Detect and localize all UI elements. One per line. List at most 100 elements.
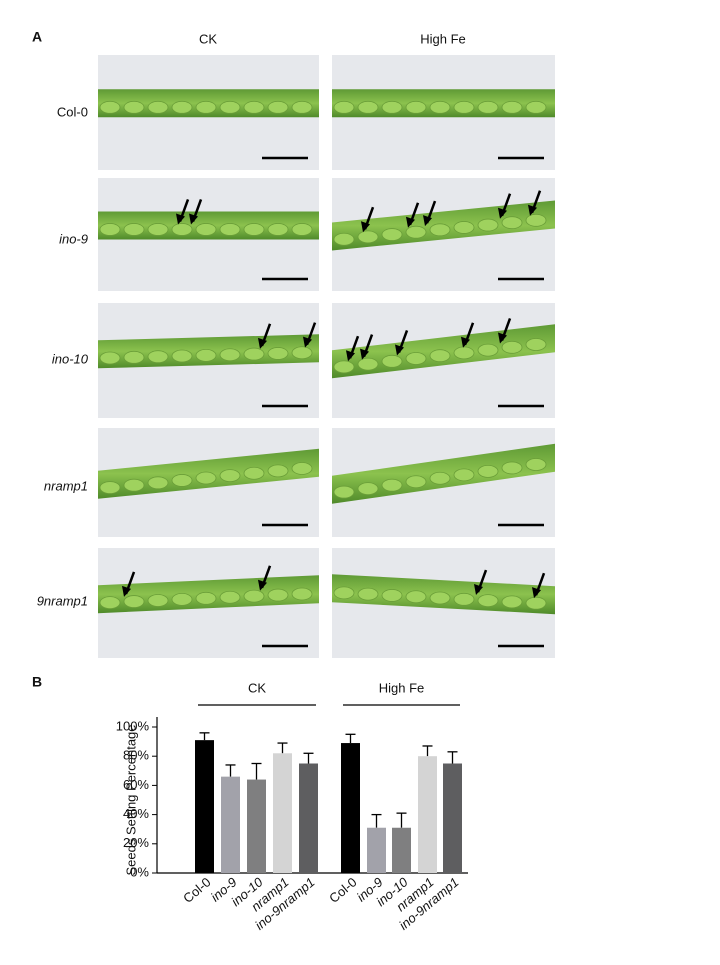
seed [267,464,289,478]
seed [501,595,523,609]
seed [171,223,193,236]
arrow-head [258,337,267,349]
seed [219,100,241,114]
column-header: High Fe [420,31,466,46]
seed [333,232,355,246]
y-tick-label: 20% [123,835,149,850]
seed [243,589,265,603]
seed [99,351,121,365]
seed [243,347,265,361]
group-label: High Fe [379,680,425,695]
seed [381,228,403,241]
seed [477,594,499,607]
group-label: CK [248,680,266,695]
seed [267,223,289,236]
seed [453,221,475,234]
seed [195,348,217,362]
seed [405,225,427,239]
arrow-head [423,215,432,227]
seed [195,471,217,485]
seed [147,223,169,236]
y-tick-label: 100% [116,718,150,733]
arrow-head [346,350,355,362]
photo-grid: CK High Fe Col-0 ino-9 ino-10 nramp1 9nramp1 [37,31,555,658]
seed [195,100,217,114]
seed [525,596,547,610]
seed [333,360,355,374]
bar [443,763,462,873]
seed [477,464,499,478]
seed [219,223,241,236]
seed [291,462,313,475]
arrow-head [532,587,541,599]
y-axis-label: Seeds Setting Percentage [123,724,138,875]
seed [405,100,427,114]
seed [453,468,475,482]
seed [243,100,265,114]
seed [429,471,451,485]
seed [381,100,403,114]
seed [381,478,403,492]
row-label: nramp1 [44,478,88,493]
panel-label: B [32,674,42,690]
seed [123,100,145,114]
seed [123,223,145,236]
y-tick-label: 80% [123,748,149,763]
seed [501,340,523,354]
bar-chart: 0% 20% 40% 60% 80% 100%Seeds Setting Percenta… [116,680,468,933]
seed [357,482,379,496]
seed [453,100,475,114]
seed [99,223,121,236]
arrow-head [360,348,369,360]
seed [291,100,313,114]
seed [171,100,193,114]
arrow-head [303,336,312,348]
seed [477,343,499,357]
y-tick-label: 40% [123,806,149,821]
seed [405,352,427,365]
bar [418,756,437,873]
seed [291,223,313,236]
seed [243,223,265,236]
x-tick-label: Col-0 [180,874,213,905]
row-label: 9nramp1 [37,593,88,608]
arrow-head [498,332,507,344]
seed [357,100,379,114]
seed [405,590,427,604]
seed [171,349,193,363]
bar [221,776,240,873]
seed [453,592,475,606]
seed [99,481,121,494]
seed [147,100,169,114]
seed [123,350,145,364]
y-tick-label: 0% [130,864,149,879]
bar [195,740,214,873]
seed [477,100,499,114]
y-tick-label: 60% [123,777,149,792]
bar [299,763,318,873]
seed [501,100,523,114]
seed [243,466,265,480]
seed [333,586,355,600]
seed [291,587,313,601]
row-label: ino-10 [52,351,89,366]
arrow-head [498,207,507,219]
arrow-head [474,584,483,596]
seed [219,469,241,483]
bar [392,827,411,873]
seed [333,485,355,499]
seed [381,589,403,602]
seed [291,346,313,360]
row-label: ino-9 [59,231,88,246]
seed [381,354,403,368]
arrow-head [395,344,404,356]
x-tick-label: Col-0 [326,874,359,905]
seed [429,100,451,114]
column-header: CK [199,31,217,46]
seed [429,349,451,363]
seed [219,590,241,604]
seed [195,223,217,236]
seed [501,461,523,475]
bar [341,743,360,873]
